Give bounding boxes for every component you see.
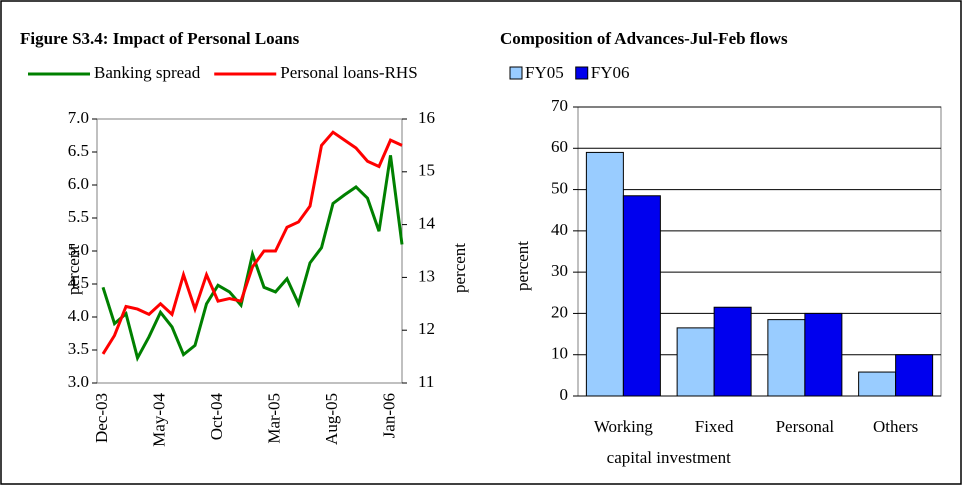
y-tick-label: 60 [551,137,568,156]
x-tick-label: Aug-05 [322,393,341,445]
y-axis-label: percent [513,241,532,291]
x-tick-label: May-04 [149,393,168,447]
x-tick-label: Others [873,417,918,436]
legend-label: FY06 [591,63,630,82]
chart-title: Figure S3.4: Impact of Personal Loans [20,29,300,48]
y-tick-label: 70 [551,96,568,115]
y-tick-label: 20 [551,302,568,321]
bar [895,354,934,397]
y2-axis-label: percent [450,243,469,293]
y2-tick-label: 12 [418,319,435,338]
x-tick-label: Fixed [695,417,734,436]
y-tick-label: 50 [551,178,568,197]
legend-label: Personal loans-RHS [280,63,417,82]
right-chart: Composition of Advances-Jul-Feb flows FY0… [500,29,942,467]
x-label-second-line: capital investment [607,448,731,467]
y2-tick-label: 13 [418,266,435,285]
legend-label: Banking spread [94,63,201,82]
y-tick-label: 40 [551,220,568,239]
bar [804,312,843,397]
data-line [101,130,403,355]
y2-tick-label: 11 [418,372,434,391]
chart-title: Composition of Advances-Jul-Feb flows [500,29,788,48]
y2-tick-label: 15 [418,161,435,180]
bar [622,195,661,397]
y-tick-label: 4.0 [68,306,89,325]
y-tick-label: 6.5 [68,141,89,160]
y-tick-label: 4.5 [68,273,89,292]
y-tick-label: 3.0 [68,372,89,391]
y-tick-label: 30 [551,261,568,280]
y-tick-label: 3.5 [68,339,89,358]
legend-swatch [509,66,523,80]
y-tick-label: 5.5 [68,207,89,226]
y-tick-label: 6.0 [68,174,89,193]
x-tick-label: Mar-05 [264,393,283,444]
left-chart: Figure S3.4: Impact of Personal Loans Ban… [20,29,469,447]
x-tick-label: Personal [776,417,835,436]
x-tick-label: Dec-03 [92,393,111,443]
bar [713,306,752,397]
y2-tick-label: 14 [418,214,436,233]
legend-swatch [575,66,589,80]
bar [858,371,897,397]
bar [676,327,715,397]
y2-tick-label: 16 [418,108,435,127]
y-tick-label: 7.0 [68,108,89,127]
x-tick-label: Oct-04 [207,393,226,441]
y-axis-label: percent [64,245,83,295]
x-tick-label: Working [594,417,654,436]
bar [585,151,624,397]
y-tick-label: 0 [560,385,569,404]
data-line [101,155,404,362]
x-tick-label: Jan-06 [379,393,398,438]
y-tick-label: 10 [551,344,568,363]
y-tick-label: 5.0 [68,240,89,259]
legend-label: FY05 [525,63,564,82]
bar [767,319,806,397]
